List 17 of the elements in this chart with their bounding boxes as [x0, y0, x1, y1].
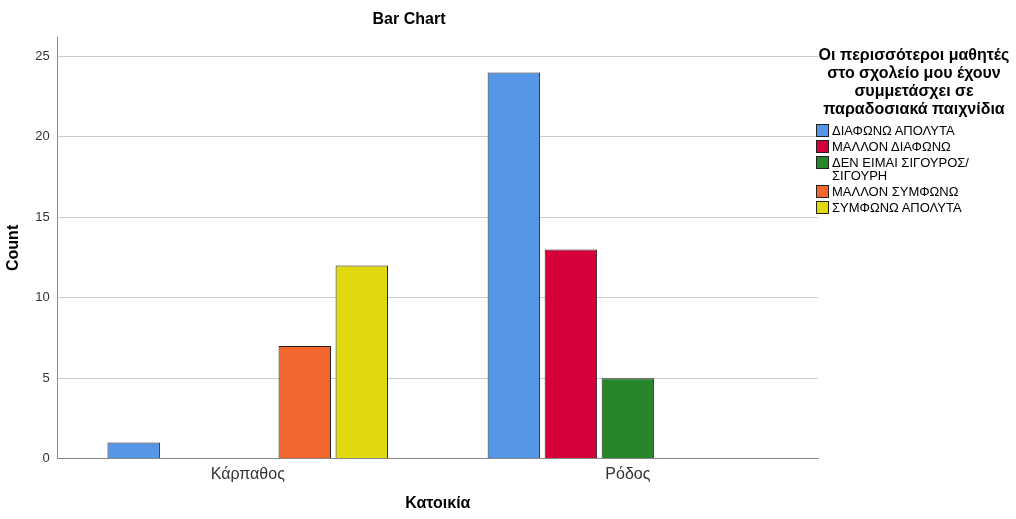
legend-label: ΜΑΛΛΟΝ ΔΙΑΦΩΝΩ [832, 139, 951, 154]
y-tick-label: 20 [35, 128, 50, 144]
y-tick-label: 10 [35, 289, 50, 305]
legend-label: ΜΑΛΛΟΝ ΣΥΜΦΩΝΩ [832, 184, 959, 199]
y-tick-label: 25 [35, 48, 50, 64]
y-axis-title: Count [4, 224, 22, 271]
x-tick-label: Κάρπαθος [210, 464, 286, 482]
y-tick-label: 5 [42, 369, 50, 385]
y-tick-label: 0 [42, 450, 50, 466]
x-tick-label: Ρόδος [605, 464, 651, 482]
legend-title: Οι περισσότεροι μαθητές στο σχολείο μου έχουν συμμετάσχει σε παραδοσιακά παιχνίδια [817, 46, 1011, 118]
legend-label: ΣΥΜΦΩΝΩ ΑΠΟΛΥΤΑ [832, 200, 962, 215]
x-axis-title: Κατοικία [405, 493, 471, 511]
chart-title: Bar Chart [372, 10, 447, 28]
legend-label: ΔΙΑΦΩΝΩ ΑΠΟΛΥΤΑ [832, 123, 955, 138]
y-tick-label: 15 [35, 208, 50, 224]
legend-label: ΔΕΝ ΕΙΜΑΙ ΣΙΓΟΥΡΟΣ/ ΣΙΓΟΥΡΗ [832, 155, 970, 183]
